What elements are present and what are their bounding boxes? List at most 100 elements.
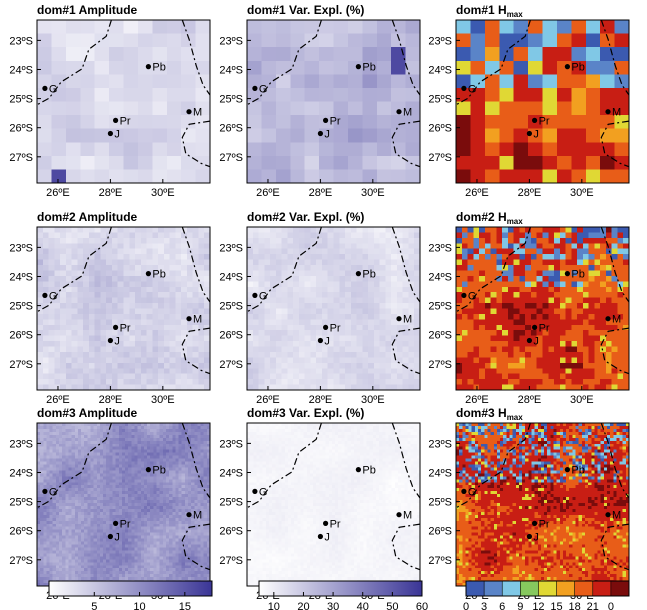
heat-cell (479, 362, 486, 369)
heat-cell (614, 74, 630, 89)
heat-cell (106, 452, 110, 456)
heat-cell (115, 443, 120, 448)
heat-cell (192, 270, 199, 277)
heat-cell (298, 303, 305, 309)
heat-cell (402, 335, 409, 342)
heat-cell (525, 275, 532, 282)
heat-cell (125, 482, 129, 486)
heat-cell (100, 384, 107, 391)
heat-cell (252, 237, 259, 244)
heat-cell (74, 467, 79, 471)
heat-cell (187, 443, 192, 448)
heat-cell (617, 259, 624, 266)
heat-cell (74, 449, 79, 453)
heat-cell (402, 227, 409, 233)
heat-cell (169, 485, 173, 489)
heat-cell (588, 275, 595, 282)
heat-cell (264, 319, 271, 326)
heat-cell (396, 254, 403, 260)
heat-cell (134, 458, 138, 462)
heat-cell (140, 494, 145, 498)
heat-cell (373, 270, 380, 277)
heat-cell (103, 431, 107, 436)
x-tick-label: 28ºE (309, 394, 333, 406)
heat-cell (617, 248, 624, 255)
heat-cell (298, 265, 305, 271)
heat-cell (65, 505, 69, 510)
heat-cell (93, 497, 98, 501)
heat-cell (60, 254, 67, 260)
heat-cell (559, 330, 566, 336)
heat-cell (54, 362, 61, 369)
heat-cell (479, 308, 486, 315)
heat-cell (77, 431, 82, 436)
heat-cell (83, 346, 90, 353)
heat-cell (600, 265, 607, 271)
heat-cell (94, 232, 101, 239)
heat-cell (204, 227, 211, 233)
heat-cell (146, 313, 153, 320)
heat-cell (203, 505, 208, 510)
heat-cell (345, 351, 352, 358)
heat-cell (65, 511, 69, 516)
heat-cell (319, 101, 334, 116)
heat-cell (109, 500, 113, 504)
heat-cell (582, 292, 589, 298)
heat-cell (408, 270, 415, 277)
heat-cell (310, 243, 317, 250)
heat-cell (192, 324, 199, 331)
heat-cell (530, 286, 538, 293)
heat-cell (111, 265, 119, 271)
heat-cell (93, 494, 98, 498)
heat-cell (525, 270, 532, 277)
heat-cell (52, 452, 57, 456)
heat-cell (513, 155, 529, 170)
heat-cell (74, 434, 79, 439)
heat-cell (71, 440, 76, 445)
heat-cell (192, 275, 199, 282)
heat-cell (594, 319, 601, 326)
heat-cell (62, 440, 66, 445)
heat-cell (187, 470, 192, 474)
heat-cell (68, 455, 72, 459)
heat-cell (49, 437, 54, 442)
heat-cell (554, 227, 561, 233)
heat-cell (281, 292, 288, 298)
heat-cell (165, 485, 170, 489)
heat-cell (77, 227, 84, 233)
x-tick-label: 30ºE (361, 187, 385, 199)
heat-cell (565, 292, 572, 298)
heat-cell (327, 281, 334, 288)
heat-cell (146, 237, 153, 244)
heat-cell (414, 297, 421, 304)
heat-cell (169, 324, 176, 331)
heat-cell (467, 373, 474, 380)
heat-cell (339, 265, 346, 271)
heat-cell (270, 265, 277, 271)
heat-cell (77, 351, 84, 358)
heat-cell (347, 169, 363, 184)
heat-cell (90, 479, 94, 483)
heat-cell (112, 482, 116, 486)
heat-cell (59, 497, 63, 501)
heat-cell (123, 362, 130, 369)
heat-cell (479, 232, 486, 239)
heat-cell (140, 423, 145, 427)
heat-cell (99, 455, 104, 459)
heat-cell (195, 101, 211, 116)
heat-cell (74, 491, 79, 495)
heat-cell (197, 497, 201, 501)
heat-cell (87, 482, 91, 486)
heat-cell (542, 346, 549, 353)
heat-cell (565, 373, 572, 380)
heat-cell (530, 368, 538, 374)
heat-cell (252, 281, 259, 288)
heat-cell (525, 259, 532, 266)
heat-cell (158, 303, 165, 309)
heat-cell (181, 335, 188, 342)
heat-cell (617, 330, 624, 336)
heat-cell (206, 467, 211, 471)
heat-cell (333, 368, 340, 374)
heat-cell (54, 319, 61, 326)
heat-cell (456, 142, 471, 157)
